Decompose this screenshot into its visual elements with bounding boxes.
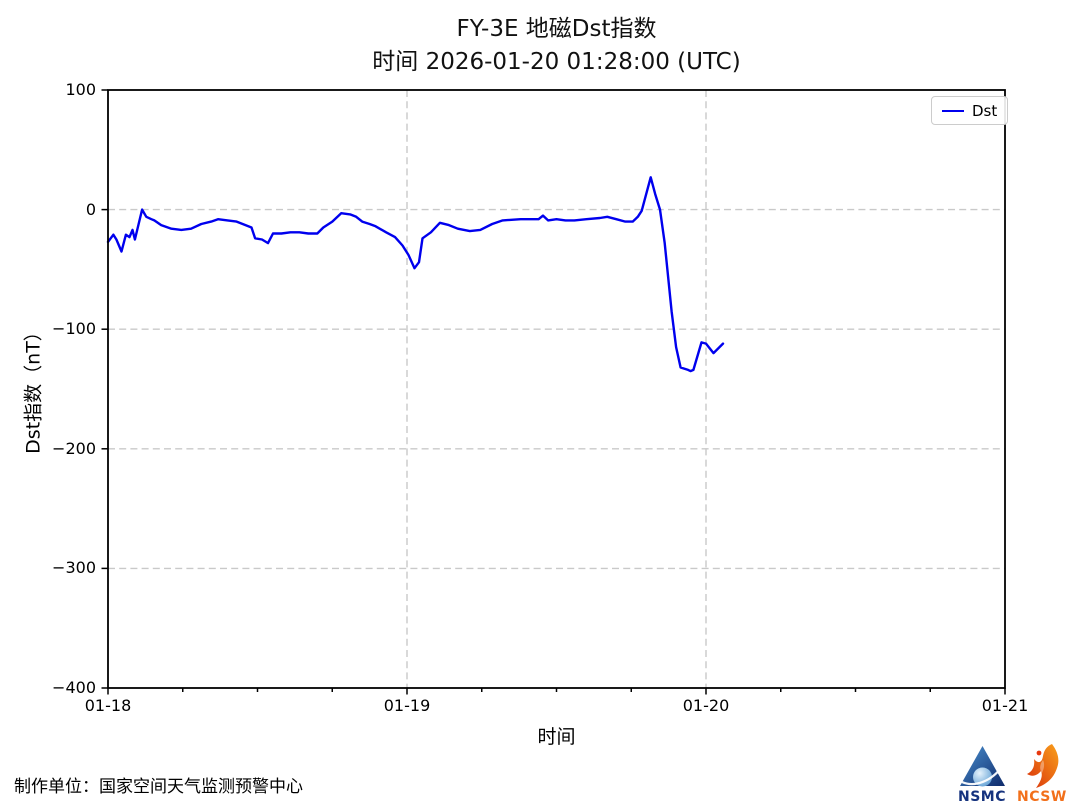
y-tick-label: −400 — [52, 678, 96, 697]
ncsw-label: NCSW — [1017, 789, 1067, 805]
nsmc-logo: NSMC — [958, 745, 1006, 804]
chart-title: FY-3E 地磁Dst指数 — [456, 16, 657, 42]
y-tick-label: 0 — [85, 199, 96, 219]
ncsw-phoenix-icon — [1027, 744, 1059, 788]
legend: Dst — [931, 96, 1009, 125]
legend-line-swatch — [942, 109, 964, 112]
credit-text: 制作单位：国家空间天气监测预警中心 — [14, 777, 303, 797]
plot-frame — [107, 89, 1006, 689]
chart-header: FY-3E 地磁Dst指数 时间 2026-01-20 01:28:00 (UT… — [108, 13, 1005, 79]
ncsw-logo: NCSW — [1017, 743, 1067, 804]
nsmc-label: NSMC — [958, 789, 1007, 805]
logos: NSMC NCSW — [958, 743, 1067, 804]
x-axis-title: 时间 — [537, 726, 576, 748]
y-tick-label: −300 — [52, 558, 96, 578]
x-tick-label: 01-20 — [682, 696, 730, 715]
y-tick-label: −200 — [52, 438, 96, 458]
x-tick-label: 01-19 — [383, 696, 431, 715]
y-tick-label: −100 — [52, 319, 96, 339]
y-tick-label: 100 — [65, 80, 96, 99]
dst-data-line — [106, 176, 725, 373]
y-axis-title: Dst指数（nT） — [22, 322, 45, 454]
chart-subtitle: 时间 2026-01-20 01:28:00 (UTC) — [372, 49, 741, 75]
plot-svg — [101, 89, 1006, 695]
plot-area: 100 0 −100 −200 −300 −400 01-18 01-19 01-20 01-21… — [52, 80, 1028, 715]
legend-label: Dst — [972, 101, 998, 120]
nsmc-triangle-globe-icon — [959, 746, 1005, 787]
x-tick-label: 01-21 — [981, 696, 1029, 715]
x-tick-label: 01-18 — [84, 696, 132, 715]
